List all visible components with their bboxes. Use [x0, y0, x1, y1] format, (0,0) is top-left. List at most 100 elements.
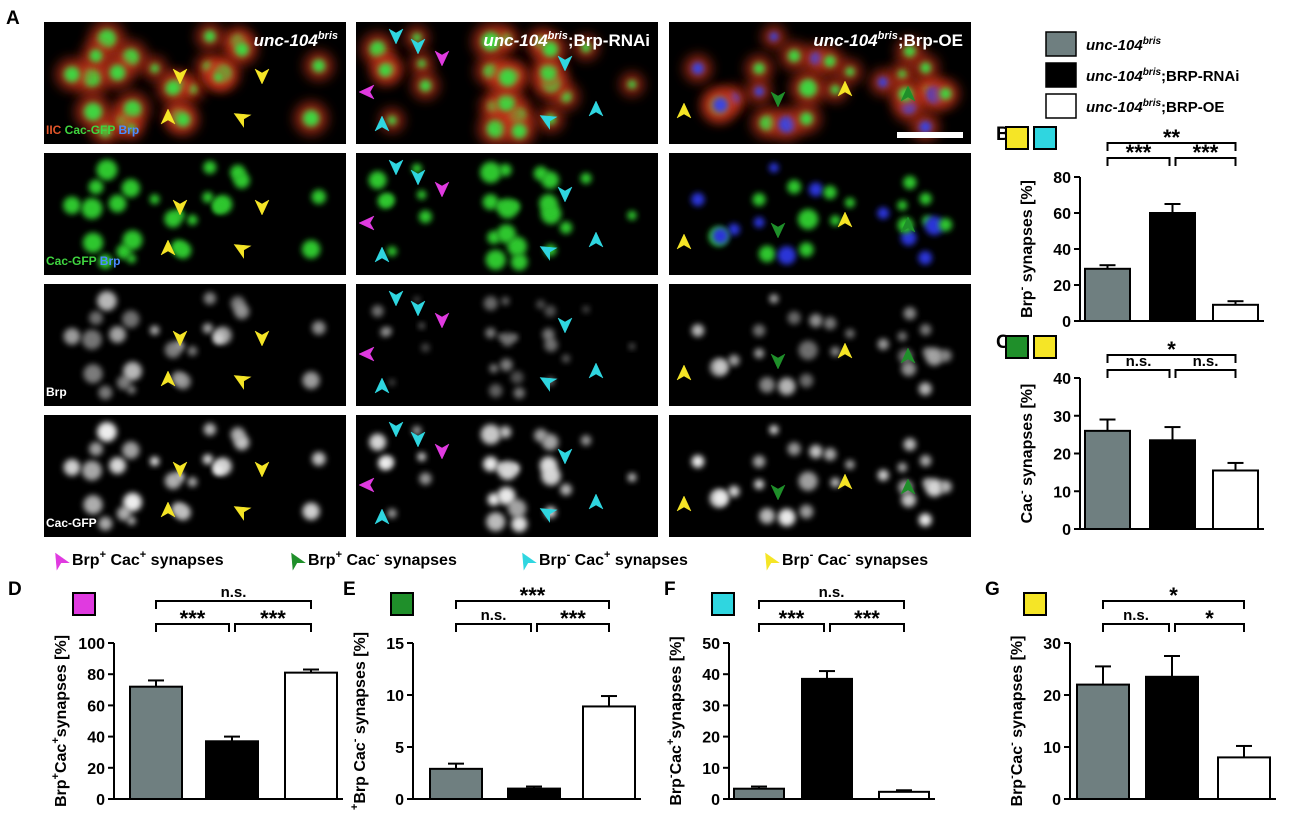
micrograph-c1-r3: Brp	[44, 284, 346, 406]
y-axis-label: Brp-Cac- synapses [%]	[1006, 636, 1026, 807]
row-label-1: IIC Cac-GFP Brp	[46, 123, 139, 137]
significance-bracket	[1106, 157, 1171, 166]
micrograph-c2-r1: unc-104bris;Brp-RNAi	[356, 22, 658, 144]
micrograph-c2-r3	[356, 284, 658, 406]
green-arrowhead-icon	[770, 484, 786, 501]
bar-1	[429, 767, 483, 801]
yellow-indicator-square	[1005, 126, 1029, 150]
significance-label: ***	[520, 583, 546, 608]
significance-bracket	[1174, 623, 1245, 632]
significance-label: ***	[1193, 140, 1219, 165]
cyan-arrowhead-icon	[557, 55, 573, 72]
significance-label: ***	[260, 606, 286, 631]
y-tick-label: 30	[1053, 409, 1071, 426]
chart-g: 0 10 20 30 Brp-Cac- synapses [%] n.s. * *	[1006, 583, 1276, 809]
genotype-title-2: unc-104bris;Brp-RNAi	[483, 30, 650, 50]
micrograph-c3-r4	[669, 415, 971, 537]
y-tick-label: 20	[1053, 447, 1071, 464]
arrow-legend-label-2: Brp+ Cac- synapses	[308, 549, 457, 569]
significance-bracket	[758, 623, 825, 632]
yellow-arrowhead-icon	[172, 461, 188, 478]
micrograph-c2-r2	[356, 153, 658, 275]
yellow-arrowhead-icon	[254, 461, 270, 478]
y-tick-label: 5	[395, 740, 404, 757]
legend-swatch-black	[1045, 62, 1077, 88]
significance-bracket	[758, 600, 905, 609]
yellow-arrowhead-icon	[233, 244, 252, 259]
chart-d: 0 20 40 60 80 100 Brp+Cac+synapses [%] *** *** n.…	[50, 584, 343, 809]
significance-label: n.s.	[819, 584, 845, 601]
green-indicator-square	[390, 592, 414, 616]
bar-3	[1212, 303, 1259, 322]
y-axis-label: +Brp Cac- synapses [%]	[349, 632, 369, 810]
y-tick-label: 20	[702, 730, 720, 747]
magenta-arrowhead-icon	[358, 346, 375, 362]
bar-1	[1084, 267, 1131, 322]
significance-bracket	[1174, 369, 1237, 378]
cyan-arrowhead-icon	[539, 246, 558, 261]
microscopy-grid: IIC Cac-GFP Brp unc-104bris Cac-GFP Brp Brp…	[44, 22, 971, 537]
significance-label: ***	[560, 606, 586, 631]
yellow-arrowhead-icon	[160, 370, 176, 387]
legend-swatch-white	[1045, 93, 1077, 119]
panel-letter-a: A	[6, 8, 20, 29]
legend-label-3: unc-104bris;BRP-OE	[1086, 98, 1224, 116]
y-tick-label: 50	[702, 636, 720, 653]
cyan-arrowhead-icon	[374, 508, 390, 525]
significance-label: n.s.	[1123, 607, 1149, 624]
micrograph-c1-r4: Cac-GFP	[44, 415, 346, 537]
bar-3	[284, 671, 338, 801]
bar-1	[1084, 429, 1131, 531]
arrowhead-legend: Brp+ Cac+ synapses Brp+ Cac- synapses Brp-…	[55, 549, 928, 571]
yellow-arrowhead-icon	[837, 80, 853, 97]
micrograph-c3-r3	[669, 284, 971, 406]
cyan-indicator-square	[711, 592, 735, 616]
genotype-title-1: unc-104bris	[254, 30, 338, 50]
bar-3	[1217, 756, 1271, 801]
magenta-arrowhead-icon	[434, 181, 450, 198]
yellow-arrowhead-icon	[837, 473, 853, 490]
green-arrowhead-icon	[900, 216, 916, 233]
cyan-arrowhead-icon	[557, 317, 573, 334]
panel-letter-f: F	[664, 579, 676, 600]
y-tick-label: 40	[702, 667, 720, 684]
significance-label: n.s.	[1193, 353, 1219, 370]
yellow-indicator-square	[1033, 335, 1057, 359]
cyan-arrowhead-icon	[557, 448, 573, 465]
green-arrowhead-icon	[770, 222, 786, 239]
green-arrowhead-icon	[900, 347, 916, 364]
green-arrowhead-icon	[900, 85, 916, 102]
green-arrowhead-icon	[770, 91, 786, 108]
genotype-legend: unc-104bris unc-104bris;BRP-RNAi unc-104br…	[1045, 31, 1239, 119]
yellow-arrowhead-icon	[160, 501, 176, 518]
significance-label: n.s.	[481, 607, 507, 624]
arrow-legend-label-1: Brp+ Cac+ synapses	[72, 549, 224, 569]
row-label-2: Cac-GFP Brp	[46, 254, 120, 268]
yellow-arrowhead-icon	[172, 199, 188, 216]
y-tick-label: 80	[1053, 170, 1071, 187]
legend-label-2: unc-104bris;BRP-RNAi	[1086, 67, 1239, 85]
significance-label: n.s.	[221, 584, 247, 601]
magenta-arrowhead-icon	[55, 552, 70, 571]
cyan-arrowhead-icon	[388, 159, 404, 176]
bar-1	[1076, 683, 1130, 800]
y-axis-label: Cac- synapses [%]	[1016, 384, 1036, 524]
significance-bracket	[234, 623, 312, 632]
panel-letter-d: D	[8, 579, 22, 600]
significance-label: n.s.	[1126, 353, 1152, 370]
chart-c: 0 10 20 30 40 Cac- synapses [%] n.s. n.s. *	[1005, 335, 1264, 539]
significance-bracket	[1102, 623, 1170, 632]
cyan-arrowhead-icon	[388, 28, 404, 45]
arrow-legend-label-3: Brp- Cac+ synapses	[539, 549, 688, 569]
bar-3	[582, 705, 636, 800]
bar-2	[801, 677, 853, 801]
y-tick-label: 20	[87, 761, 105, 778]
chart-e: 0 5 10 15 +Brp Cac- synapses [%] n.s. *** ***	[349, 583, 641, 810]
row-label-4: Cac-GFP	[46, 516, 97, 530]
y-tick-label: 10	[1043, 740, 1061, 757]
row-label-3: Brp	[46, 385, 67, 399]
magenta-arrowhead-icon	[434, 312, 450, 329]
significance-label: *	[1169, 583, 1178, 608]
significance-label: ***	[854, 606, 880, 631]
bar-2	[205, 740, 259, 801]
